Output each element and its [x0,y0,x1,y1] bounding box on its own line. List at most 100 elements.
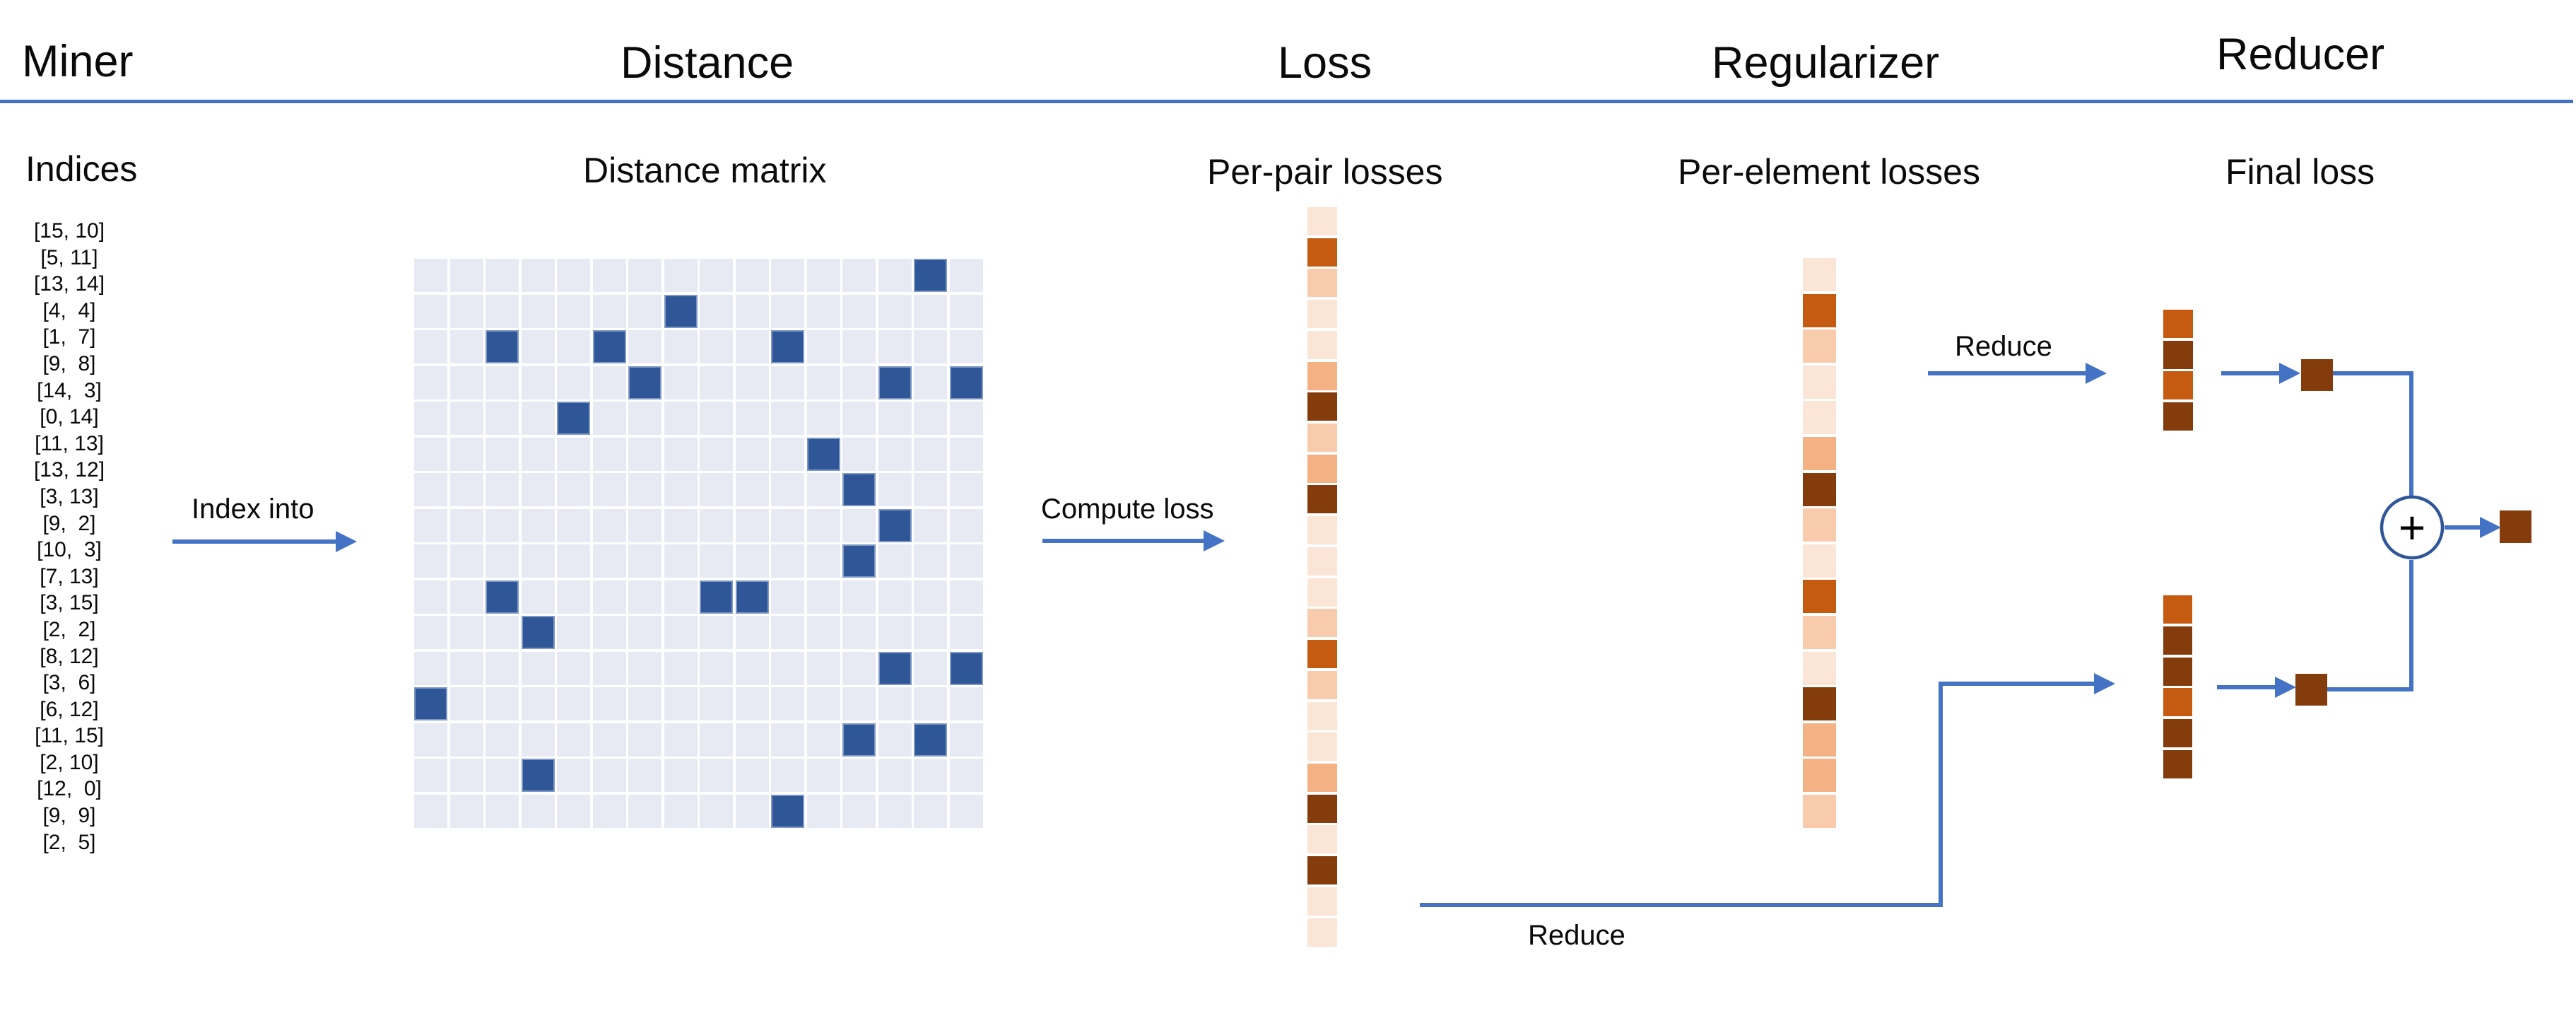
matrix-cell [521,366,555,399]
per-element-loss-cell [1803,258,1836,291]
matrix-cell [414,294,447,328]
matrix-cell-marked [771,330,804,363]
matrix-cell [664,330,698,363]
matrix-cell [557,330,590,363]
matrix-cell [449,259,483,292]
matrix-cell [878,794,912,828]
matrix-cell [842,651,876,685]
matrix-cell [628,259,661,292]
matrix-cell [771,616,804,649]
matrix-cell [700,294,733,328]
matrix-cell [914,473,947,506]
matrix-cell [771,687,804,720]
matrix-cell [449,687,483,720]
matrix-cell [628,651,661,685]
matrix-cell [449,294,483,328]
reducer-bottom-cell [2163,719,2192,748]
index-pair: [5, 11] [40,245,98,269]
matrix-cell [842,402,876,435]
matrix-cell [414,759,447,792]
matrix-cell [521,508,555,542]
matrix-cell [592,366,626,399]
matrix-cell [414,616,447,649]
matrix-cell [949,580,983,614]
per-pair-loss-cell [1307,392,1337,421]
matrix-cell [486,437,519,471]
matrix-cell [771,437,804,471]
matrix-cell [521,330,555,363]
matrix-cell [878,616,912,649]
matrix-cell [806,330,840,363]
per-pair-loss-cell [1307,887,1337,916]
matrix-cell [628,402,661,435]
matrix-cell [700,473,733,506]
index-pair: [15, 10] [33,219,105,243]
matrix-cell [521,544,555,578]
matrix-cell [486,651,519,685]
matrix-cell [486,544,519,578]
matrix-cell [592,294,626,328]
matrix-cell [557,687,590,720]
matrix-cell-marked [878,366,912,399]
subtitle-final-loss: Final loss [2225,152,2375,192]
index-pair: [3, 15] [40,591,99,615]
bottom-cell-to-sum-connector [2327,560,2413,691]
index-pair: [2, 2] [42,617,96,641]
per-element-loss-cell [1803,329,1836,363]
reducer-top-cell [2163,402,2193,431]
matrix-cell [806,580,840,614]
matrix-cell [592,794,626,828]
matrix-cell [842,616,876,649]
section-title-regularizer: Regularizer [1712,38,1940,88]
matrix-cell [628,794,661,828]
per-pair-loss-cell [1307,918,1337,947]
matrix-cell-marked [700,580,733,614]
index-pair: [9, 9] [42,804,96,828]
index-pair: [3, 13] [40,484,99,508]
matrix-cell [628,616,661,649]
matrix-cell [949,794,983,828]
matrix-cell [592,259,626,292]
matrix-cell-marked [806,437,840,471]
matrix-cell [771,259,804,292]
matrix-cell [449,794,483,828]
matrix-cell [628,508,661,542]
matrix-cell [521,259,555,292]
matrix-cell [914,294,947,328]
matrix-cell [914,794,947,828]
matrix-cell-marked [842,544,876,578]
matrix-cell [949,759,983,792]
matrix-cell [628,330,661,363]
matrix-cell [735,473,769,506]
matrix-cell [557,437,590,471]
matrix-cell [557,508,590,542]
subtitle-indices: Indices [25,149,138,189]
index-pair: [7, 13] [40,564,99,588]
matrix-cell [664,580,698,614]
reducer-bottom-cell [2163,688,2192,717]
index-pair: [1, 7] [42,325,96,349]
matrix-cell [628,759,661,792]
reducer-top-cell [2163,310,2193,338]
matrix-cell [486,508,519,542]
matrix-cell [735,330,769,363]
matrix-cell [949,687,983,720]
matrix-cell [486,687,519,720]
matrix-cell [771,402,804,435]
matrix-cell [628,437,661,471]
index-pair: [6, 12] [40,697,99,721]
matrix-cell [628,687,661,720]
matrix-cell [878,259,912,292]
matrix-cell [735,437,769,471]
per-pair-loss-cell [1307,794,1337,823]
index-pair: [8, 12] [40,644,99,668]
matrix-cell [414,259,447,292]
matrix-cell [878,580,912,614]
matrix-cell [771,580,804,614]
reduce-bottom-label: Reduce [1528,920,1625,951]
matrix-cell [664,687,698,720]
matrix-cell [486,294,519,328]
matrix-cell [949,616,983,649]
matrix-cell [914,402,947,435]
per-element-loss-cell [1803,436,1836,470]
